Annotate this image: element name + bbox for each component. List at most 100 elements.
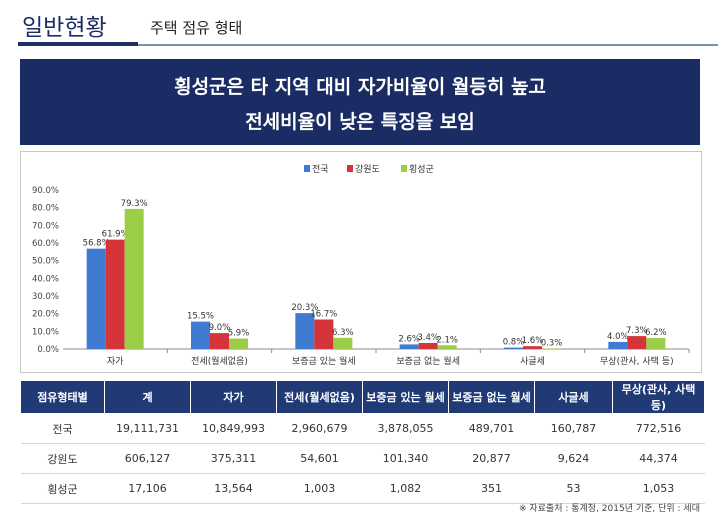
bar bbox=[608, 341, 628, 349]
x-tick-label: 자가 bbox=[107, 356, 124, 367]
legend-swatch bbox=[304, 165, 310, 172]
data-label: 56.8% bbox=[83, 239, 110, 249]
page-title: 일반현황 bbox=[22, 15, 107, 41]
x-tick-label: 보증금 없는 월세 bbox=[396, 355, 460, 367]
data-label: 61.9% bbox=[102, 230, 129, 240]
header-divider bbox=[138, 44, 718, 46]
data-label: 9.0% bbox=[209, 323, 231, 333]
table-cell: 489,701 bbox=[448, 413, 535, 444]
data-label: 3.4% bbox=[417, 333, 439, 343]
data-label: 16.7% bbox=[310, 309, 337, 319]
bar-chart: 전국 강원도 횡성군 90.0% 80.0% 70.0% 60.0% 50.0% 40.0% 30… bbox=[32, 163, 690, 367]
data-label: 7.3% bbox=[626, 326, 648, 336]
bar bbox=[333, 337, 353, 349]
bar bbox=[437, 345, 457, 349]
bar bbox=[124, 208, 144, 349]
summary-line-1: 횡성군은 타 지역 대비 자가비율이 월등히 높고 bbox=[174, 76, 546, 98]
table-row-label: 횡성군 bbox=[20, 473, 105, 504]
table-cell: 20,877 bbox=[448, 443, 535, 474]
table-cell: 9,624 bbox=[534, 443, 613, 474]
table-header-cell: 계 bbox=[104, 380, 191, 414]
y-tick-label: 60.0% bbox=[32, 239, 59, 249]
data-label: 79.3% bbox=[121, 199, 148, 209]
bar bbox=[399, 344, 419, 349]
table-cell: 1,053 bbox=[612, 473, 705, 504]
y-tick-label: 20.0% bbox=[32, 310, 59, 320]
data-label: 20.3% bbox=[291, 303, 318, 313]
data-label: 0.8% bbox=[503, 338, 525, 348]
title-underline bbox=[18, 42, 138, 46]
y-tick-label: 50.0% bbox=[32, 257, 59, 267]
table-cell: 772,516 bbox=[612, 413, 705, 444]
bar bbox=[542, 348, 561, 349]
x-tick-label: 보증금 있는 월세 bbox=[292, 355, 356, 367]
bar bbox=[627, 336, 647, 349]
table-cell: 1,003 bbox=[276, 473, 363, 504]
table-cell: 13,564 bbox=[190, 473, 277, 504]
table-cell: 2,960,679 bbox=[276, 413, 363, 444]
table-cell: 17,106 bbox=[104, 473, 191, 504]
table-header-cell: 사글세 bbox=[534, 380, 613, 414]
table-header-cell: 보증금 있는 월세 bbox=[362, 380, 449, 414]
table-cell: 160,787 bbox=[534, 413, 613, 444]
legend-swatch bbox=[347, 165, 353, 172]
legend-swatch bbox=[401, 165, 407, 172]
table-cell: 19,111,731 bbox=[104, 413, 191, 444]
data-label: 5.9% bbox=[228, 329, 250, 339]
summary-banner: 횡성군은 타 지역 대비 자가비율이 월등히 높고 전세비율이 낮은 특징을 보… bbox=[20, 59, 700, 145]
summary-line-2: 전세비율이 낮은 특징을 보임 bbox=[245, 111, 475, 133]
y-tick-label: 90.0% bbox=[32, 186, 59, 196]
bar bbox=[314, 319, 334, 349]
data-label: 2.1% bbox=[436, 335, 458, 345]
y-tick-label: 30.0% bbox=[32, 292, 59, 302]
table-cell: 1,082 bbox=[362, 473, 449, 504]
data-label: 1.6% bbox=[522, 336, 544, 346]
table-cell: 351 bbox=[448, 473, 535, 504]
bar bbox=[105, 239, 125, 349]
table-row: 강원도 606,127 375,311 54,601 101,340 20,877 9,62… bbox=[20, 443, 705, 474]
data-label: 0.3% bbox=[541, 338, 563, 348]
y-tick-label: 40.0% bbox=[32, 274, 59, 284]
chart-panel: 전국 강원도 횡성군 90.0% 80.0% 70.0% 60.0% 50.0% 40.0% 30… bbox=[20, 151, 702, 373]
table-row-label: 강원도 bbox=[20, 443, 105, 474]
x-tick-label: 전세(월세없음) bbox=[191, 355, 248, 367]
table-cell: 53 bbox=[534, 473, 613, 504]
table-cell: 375,311 bbox=[190, 443, 277, 474]
source-note: ※ 자료출처 : 통계청, 2015년 기준, 단위 : 세대 bbox=[518, 504, 700, 514]
table-header-cell: 보증금 없는 월세 bbox=[448, 380, 535, 414]
legend-label: 전국 bbox=[312, 164, 329, 175]
legend-label: 횡성군 bbox=[409, 163, 434, 175]
x-tick-label: 무상(관사, 사택 등) bbox=[600, 356, 674, 367]
bar bbox=[191, 321, 210, 349]
table-cell: 10,849,993 bbox=[190, 413, 277, 444]
bar bbox=[646, 338, 666, 349]
bar bbox=[504, 347, 523, 349]
data-label: 6.2% bbox=[645, 328, 667, 338]
bar bbox=[210, 333, 229, 349]
y-tick-label: 0.0% bbox=[37, 345, 59, 355]
table-header-cell: 무상(관사, 사택 등) bbox=[612, 380, 705, 414]
tenure-table: 점유형태별 계 자가 전세(월세없음) 보증금 있는 월세 보증금 없는 월세 사글세 무상(… bbox=[20, 380, 705, 504]
page-header: 일반현황 주택 점유 형태 bbox=[0, 0, 720, 52]
table-cell: 3,878,055 bbox=[362, 413, 449, 444]
data-label: 6.3% bbox=[332, 328, 354, 338]
data-label: 15.5% bbox=[187, 312, 214, 322]
table-row-label: 전국 bbox=[20, 413, 105, 444]
table-header-cell: 자가 bbox=[190, 380, 277, 414]
table-cell: 54,601 bbox=[276, 443, 363, 474]
table-row: 횡성군 17,106 13,564 1,003 1,082 351 53 1,053 bbox=[20, 473, 705, 504]
bar bbox=[229, 338, 248, 349]
table-header-row: 점유형태별 계 자가 전세(월세없음) 보증금 있는 월세 보증금 없는 월세 사글세 무상(… bbox=[20, 380, 705, 414]
table-cell: 101,340 bbox=[362, 443, 449, 474]
bar bbox=[86, 248, 106, 349]
table-cell: 44,374 bbox=[612, 443, 705, 474]
y-tick-label: 80.0% bbox=[32, 204, 59, 214]
y-tick-label: 10.0% bbox=[32, 327, 59, 337]
table-row: 전국 19,111,731 10,849,993 2,960,679 3,878,055… bbox=[20, 413, 705, 444]
table-header-cell: 전세(월세없음) bbox=[276, 380, 363, 414]
page-subtitle: 주택 점유 형태 bbox=[150, 19, 243, 37]
data-label: 2.6% bbox=[398, 334, 420, 344]
bar bbox=[295, 313, 315, 349]
y-tick-label: 70.0% bbox=[32, 221, 59, 231]
x-tick-label: 사글세 bbox=[520, 356, 545, 367]
